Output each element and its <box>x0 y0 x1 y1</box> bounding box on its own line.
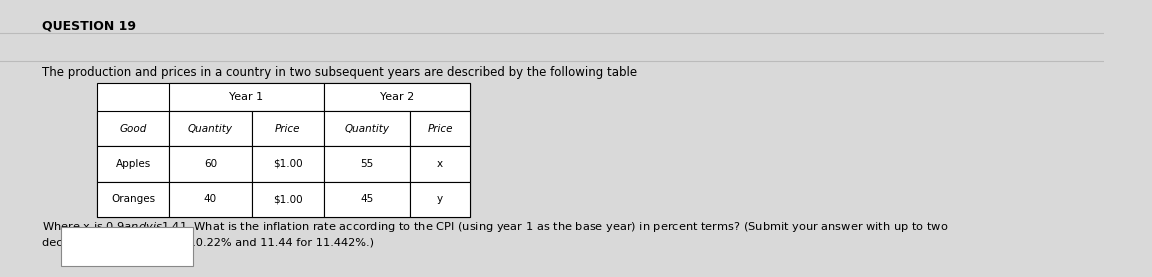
Text: 60: 60 <box>204 159 217 169</box>
Text: Quantity: Quantity <box>344 124 389 134</box>
Bar <box>324 111 410 146</box>
Bar <box>169 146 252 182</box>
Text: Year 1: Year 1 <box>229 92 264 102</box>
Text: $1.00: $1.00 <box>273 194 303 204</box>
Bar <box>410 146 470 182</box>
Text: $1.00: $1.00 <box>273 159 303 169</box>
Bar <box>169 83 324 111</box>
Bar <box>61 227 194 266</box>
Bar <box>410 111 470 146</box>
Text: 40: 40 <box>204 194 217 204</box>
Bar <box>252 111 324 146</box>
Text: 45: 45 <box>361 194 373 204</box>
Text: The production and prices in a country in two subsequent years are described by : The production and prices in a country i… <box>41 66 637 79</box>
Text: 55: 55 <box>361 159 373 169</box>
Text: Price: Price <box>427 124 453 134</box>
Bar <box>97 182 169 217</box>
Bar <box>324 182 410 217</box>
Bar <box>97 83 470 217</box>
Bar <box>410 182 470 217</box>
Bar <box>252 182 324 217</box>
Text: y: y <box>437 194 444 204</box>
Bar <box>97 111 169 146</box>
Bar <box>97 146 169 182</box>
Bar <box>324 83 470 111</box>
Text: Price: Price <box>275 124 301 134</box>
Bar <box>324 146 410 182</box>
Bar <box>169 111 252 146</box>
Text: QUESTION 19: QUESTION 19 <box>41 19 136 32</box>
Text: Apples: Apples <box>115 159 151 169</box>
Bar <box>169 182 252 217</box>
Text: Oranges: Oranges <box>111 194 156 204</box>
Text: Good: Good <box>120 124 146 134</box>
Text: x: x <box>437 159 444 169</box>
Text: Where x is $0.9 and y is $1.41. What is the inflation rate according to the CPI : Where x is $0.9 and y is $1.41. What is … <box>41 220 948 248</box>
Text: Quantity: Quantity <box>188 124 233 134</box>
Text: Year 2: Year 2 <box>380 92 415 102</box>
Bar <box>252 146 324 182</box>
